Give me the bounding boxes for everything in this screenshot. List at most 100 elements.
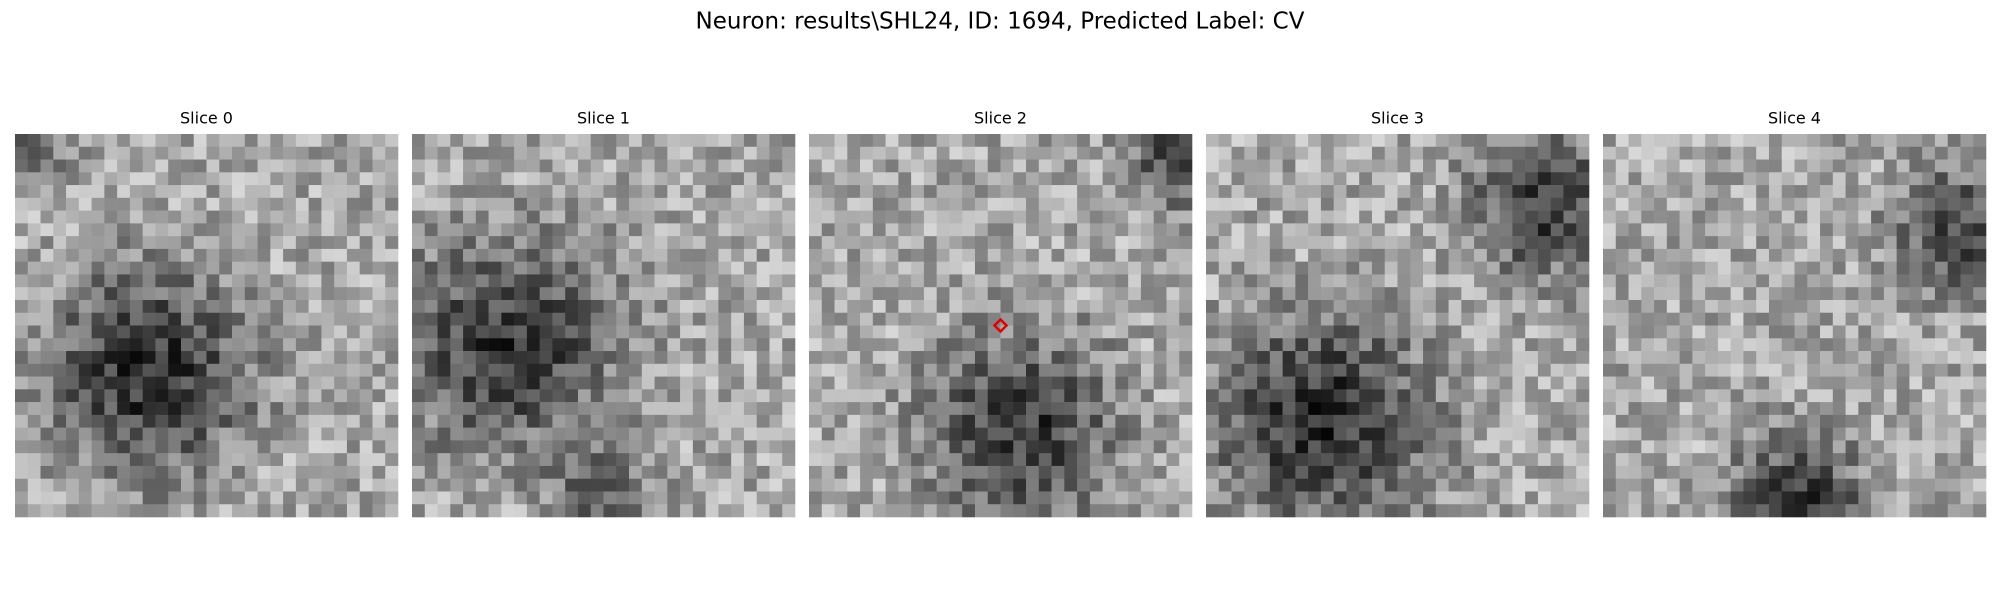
image-pixel <box>1973 261 1987 275</box>
image-pixel <box>898 402 912 416</box>
image-pixel <box>15 312 29 326</box>
image-pixel <box>1781 248 1795 262</box>
image-pixel <box>1512 312 1526 326</box>
image-pixel <box>974 389 989 403</box>
image-pixel <box>283 299 297 314</box>
image-pixel <box>1282 299 1296 314</box>
image-pixel <box>923 185 937 199</box>
image-pixel <box>180 236 195 250</box>
image-pixel <box>1089 134 1103 148</box>
image-pixel <box>117 159 131 173</box>
image-pixel <box>155 197 169 211</box>
image-pixel <box>1692 478 1706 492</box>
image-pixel <box>1218 465 1232 479</box>
image-pixel <box>1089 427 1103 441</box>
image-pixel <box>1179 351 1193 365</box>
image-pixel <box>334 402 348 416</box>
image-pixel <box>1705 248 1719 262</box>
image-pixel <box>834 453 848 467</box>
image-pixel <box>1231 146 1245 160</box>
image-pixel <box>1871 274 1885 288</box>
image-pixel <box>936 159 950 173</box>
image-pixel <box>526 363 540 377</box>
image-pixel <box>782 172 796 186</box>
image-pixel <box>346 427 360 441</box>
image-pixel <box>1410 351 1424 365</box>
image-pixel <box>219 453 233 467</box>
image-pixel <box>756 427 770 441</box>
image-pixel <box>1883 504 1897 518</box>
image-pixel <box>1102 159 1116 173</box>
image-pixel <box>962 185 976 199</box>
image-pixel <box>424 236 438 250</box>
image-pixel <box>1960 274 1974 288</box>
image-pixel <box>1486 299 1500 314</box>
image-pixel <box>53 236 67 250</box>
image-pixel <box>577 414 592 428</box>
image-pixel <box>590 172 604 186</box>
image-pixel <box>514 134 528 148</box>
image-pixel <box>270 185 284 199</box>
image-pixel <box>1218 351 1232 365</box>
image-pixel <box>834 351 848 365</box>
image-pixel <box>1269 465 1283 479</box>
image-pixel <box>1820 440 1834 454</box>
image-pixel <box>1615 312 1629 326</box>
image-pixel <box>168 261 182 275</box>
image-pixel <box>552 236 566 250</box>
image-pixel <box>53 351 67 365</box>
image-pixel <box>1474 389 1488 403</box>
image-pixel <box>1909 440 1923 454</box>
image-pixel <box>129 351 143 365</box>
image-pixel <box>1077 134 1091 148</box>
image-pixel <box>244 363 258 377</box>
image-pixel <box>1320 185 1334 199</box>
image-pixel <box>898 159 912 173</box>
image-pixel <box>475 325 489 339</box>
image-pixel <box>1550 134 1564 148</box>
image-pixel <box>1486 363 1500 377</box>
slice-title: Slice 3 <box>1371 109 1424 128</box>
image-pixel <box>743 223 757 237</box>
image-pixel <box>206 351 220 365</box>
image-pixel <box>1384 414 1398 428</box>
image-pixel <box>1013 376 1027 390</box>
image-pixel <box>1654 134 1668 148</box>
image-pixel <box>1794 338 1808 352</box>
image-pixel <box>911 376 925 390</box>
image-pixel <box>809 402 823 416</box>
image-pixel <box>872 363 886 377</box>
image-pixel <box>1179 172 1193 186</box>
image-pixel <box>91 363 105 377</box>
image-pixel <box>385 478 399 492</box>
image-pixel <box>1896 146 1910 160</box>
image-pixel <box>1257 146 1271 160</box>
image-pixel <box>1794 185 1808 199</box>
image-pixel <box>1461 389 1475 403</box>
image-pixel <box>962 351 976 365</box>
image-pixel <box>232 236 246 250</box>
image-pixel <box>680 146 694 160</box>
image-pixel <box>1295 223 1309 237</box>
image-pixel <box>232 376 246 390</box>
image-pixel <box>731 287 745 301</box>
image-pixel <box>346 299 360 314</box>
image-pixel <box>40 236 54 250</box>
image-pixel <box>526 325 540 339</box>
image-pixel <box>1179 325 1193 339</box>
image-pixel <box>53 414 67 428</box>
image-pixel <box>1909 159 1923 173</box>
image-pixel <box>1282 146 1296 160</box>
image-pixel <box>987 261 1001 275</box>
image-pixel <box>91 504 105 518</box>
image-pixel <box>1603 427 1617 441</box>
image-pixel <box>1269 274 1283 288</box>
image-pixel <box>1166 146 1180 160</box>
image-pixel <box>321 504 335 518</box>
image-pixel <box>1384 172 1398 186</box>
image-pixel <box>1397 185 1411 199</box>
image-pixel <box>270 351 284 365</box>
image-pixel <box>962 274 976 288</box>
image-pixel <box>308 299 322 314</box>
image-pixel <box>590 325 604 339</box>
